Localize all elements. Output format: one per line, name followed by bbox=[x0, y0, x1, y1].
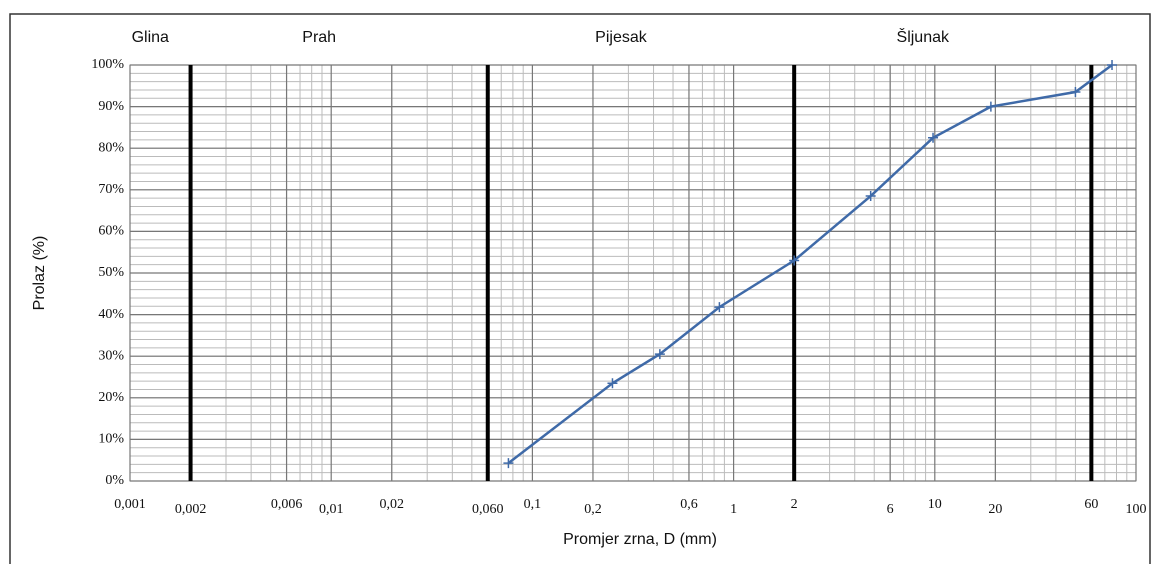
x-tick-label: 60 bbox=[1084, 497, 1098, 512]
marker bbox=[865, 191, 876, 202]
y-tick-label: 90% bbox=[98, 99, 124, 114]
y-tick-label: 20% bbox=[98, 390, 124, 405]
frame bbox=[9, 13, 1151, 564]
marker bbox=[1070, 87, 1081, 98]
zone-label: Prah bbox=[302, 29, 336, 46]
x-tick-label: 0,001 bbox=[114, 497, 146, 512]
zone-label: Pijesak bbox=[595, 29, 648, 46]
x-tick-label: 0,060 bbox=[472, 502, 504, 517]
marker bbox=[503, 458, 514, 469]
x-axis-label: Promjer zrna, D (mm) bbox=[563, 531, 717, 548]
x-tick-label: 0,01 bbox=[319, 502, 344, 517]
zone-label: Glina bbox=[132, 29, 169, 46]
zone-label: Šljunak bbox=[897, 27, 950, 46]
x-tick-label: 0,02 bbox=[380, 497, 405, 512]
y-axis-label: Prolaz (%) bbox=[31, 236, 48, 311]
x-tick-label: 0,006 bbox=[271, 497, 303, 512]
x-tick-label: 0,002 bbox=[175, 502, 207, 517]
x-tick-label: 0,2 bbox=[584, 502, 602, 517]
y-tick-label: 70% bbox=[98, 182, 124, 197]
x-tick-label: 100 bbox=[1126, 502, 1147, 517]
x-tick-label: 20 bbox=[988, 502, 1002, 517]
y-tick-label: 40% bbox=[98, 307, 124, 322]
y-tick-label: 0% bbox=[105, 473, 124, 488]
marker bbox=[1107, 60, 1118, 70]
marker bbox=[607, 378, 618, 389]
marker bbox=[789, 255, 800, 266]
x-tick-label: 0,6 bbox=[680, 497, 698, 512]
y-tick-label: 50% bbox=[98, 265, 124, 280]
marker bbox=[985, 101, 996, 112]
y-tick-label: 100% bbox=[91, 57, 124, 72]
line bbox=[507, 63, 1113, 465]
y-tick-label: 60% bbox=[98, 224, 124, 239]
y-tick-label: 30% bbox=[98, 348, 124, 363]
x-tick-label: 2 bbox=[791, 497, 798, 512]
x-tick-label: 10 bbox=[928, 497, 942, 512]
y-tick-label: 80% bbox=[98, 140, 124, 155]
marker bbox=[928, 132, 939, 143]
x-tick-label: 0,1 bbox=[524, 497, 542, 512]
marker bbox=[714, 302, 725, 313]
x-tick-label: 6 bbox=[887, 502, 894, 517]
marker bbox=[654, 349, 665, 360]
x-tick-label: 1 bbox=[730, 502, 737, 517]
y-tick-label: 10% bbox=[98, 432, 124, 447]
